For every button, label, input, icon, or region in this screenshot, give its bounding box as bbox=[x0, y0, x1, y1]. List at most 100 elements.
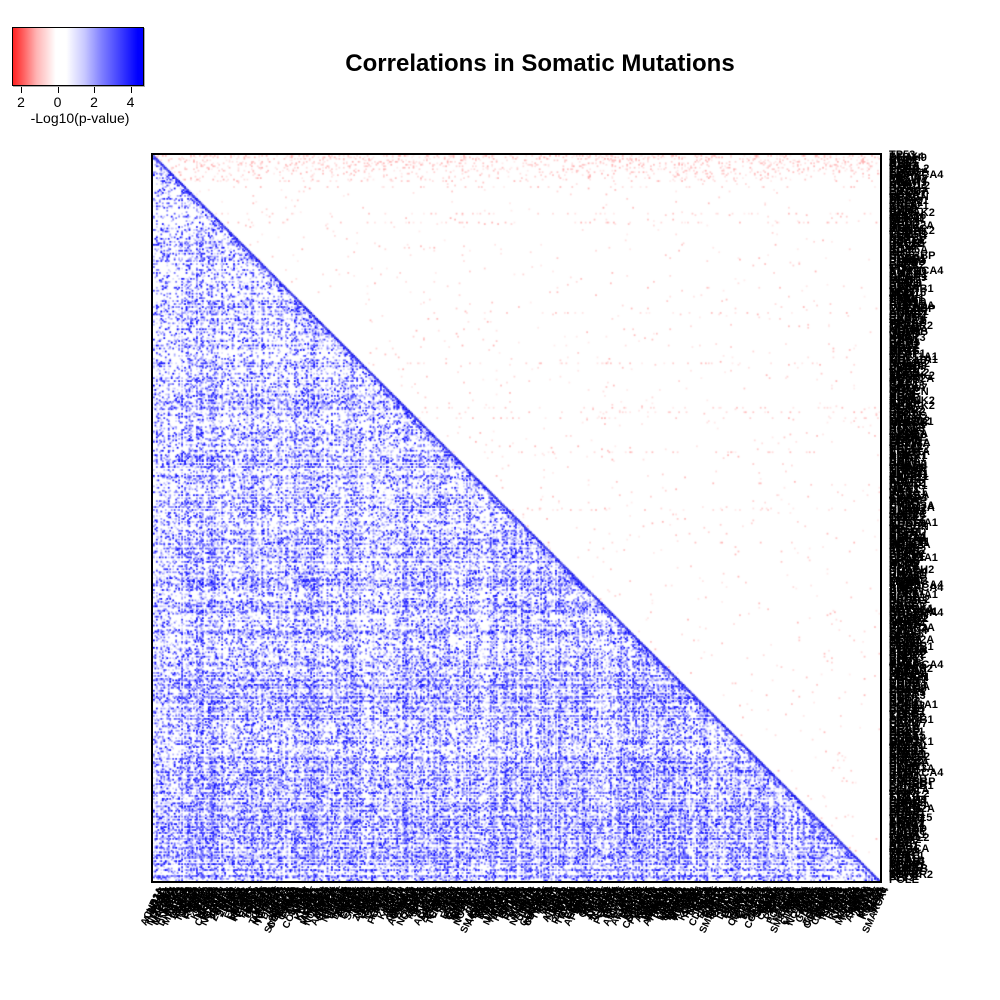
row-gene-label: BRAF bbox=[889, 346, 920, 359]
row-gene-label: ATRX bbox=[889, 738, 919, 751]
row-gene-label: TRPS1 bbox=[889, 741, 925, 754]
row-gene-label: RPL22 bbox=[889, 238, 924, 251]
row-gene-label: SYNE1 bbox=[889, 821, 926, 834]
row-gene-label: MUC5B bbox=[889, 325, 929, 338]
row-gene-label: MET bbox=[889, 341, 913, 354]
row-gene-label: EPHA5 bbox=[889, 533, 926, 545]
row-gene-label: RYR2 bbox=[889, 764, 918, 777]
row-gene-label: CREBBP bbox=[889, 776, 936, 788]
row-gene-label: RB1 bbox=[889, 333, 912, 345]
row-gene-label: MET bbox=[889, 401, 913, 414]
row-gene-label: STK11 bbox=[889, 393, 923, 406]
row-gene-label: KDM6A bbox=[889, 669, 929, 682]
row-gene-label: NPM1 bbox=[889, 288, 920, 301]
row-gene-label: SYNE1 bbox=[889, 429, 926, 442]
row-gene-label: TCF7L2 bbox=[889, 162, 930, 175]
row-gene-label: NCOR1 bbox=[889, 270, 928, 283]
row-gene-label: AMER1 bbox=[889, 450, 928, 462]
row-gene-label: DAXX bbox=[889, 281, 920, 294]
row-gene-label: ADM bbox=[889, 242, 915, 255]
row-gene-label: COL11A1 bbox=[889, 589, 938, 602]
row-gene-label: PTPRD bbox=[889, 472, 927, 485]
row-gene-label: RET bbox=[889, 158, 911, 171]
row-gene-label: POLE bbox=[889, 704, 919, 717]
row-gene-label: FLT3 bbox=[889, 827, 915, 840]
row-gene-label: ASXL1 bbox=[889, 291, 925, 304]
row-gene-label: OBSCN bbox=[889, 608, 929, 621]
row-gene-label: FOXA1 bbox=[889, 213, 926, 225]
row-gene-label: MUC4 bbox=[889, 214, 921, 227]
row-gene-label: PTPRD bbox=[889, 295, 927, 308]
row-gene-label: MUC4 bbox=[889, 617, 921, 630]
row-gene-label: RAC1 bbox=[889, 335, 919, 348]
row-gene-label: CIC bbox=[889, 174, 908, 187]
row-gene-label: DAXX bbox=[889, 187, 920, 200]
row-gene-label: SPTA1 bbox=[889, 211, 924, 224]
row-gene-label: RYR3 bbox=[889, 694, 918, 707]
colorbar-tick-label: 4 bbox=[126, 94, 135, 110]
row-gene-label: KEAP1 bbox=[889, 660, 926, 673]
row-gene-label: PGM5 bbox=[889, 752, 921, 765]
row-gene-label: FBXW7 bbox=[889, 172, 928, 185]
row-gene-label: NFE2L2 bbox=[889, 180, 930, 193]
row-gene-label: FLT3 bbox=[889, 598, 915, 611]
row-gene-label: FUBP1 bbox=[889, 808, 926, 821]
row-gene-label: EP300 bbox=[889, 636, 923, 649]
row-gene-label: ATRX bbox=[889, 383, 919, 396]
row-gene-label: MSH6 bbox=[889, 576, 920, 588]
row-gene-label: ZFHX4 bbox=[889, 361, 924, 374]
row-gene-label: FOXA1 bbox=[889, 820, 926, 833]
row-gene-label: RYR3 bbox=[889, 759, 918, 772]
row-gene-label: ERBB4 bbox=[889, 312, 927, 325]
row-gene-label: WT1 bbox=[889, 487, 913, 500]
row-gene-label: FOXA1 bbox=[889, 706, 926, 719]
row-gene-label: FLT3 bbox=[889, 716, 915, 729]
row-gene-label: SOX9 bbox=[889, 464, 919, 477]
row-gene-label: IDH1 bbox=[889, 543, 915, 556]
row-gene-label: CTNNB1 bbox=[889, 780, 934, 793]
row-gene-label: DAXX bbox=[889, 161, 920, 174]
row-gene-label: IDH2 bbox=[889, 396, 915, 409]
row-gene-label: RAC1 bbox=[889, 374, 919, 387]
row-gene-label: NPM1 bbox=[889, 675, 920, 688]
colorbar-axis-label: -Log10(p-value) bbox=[30, 110, 130, 126]
row-gene-label: ZFHX3 bbox=[889, 371, 924, 384]
row-gene-label: KDM6A bbox=[889, 244, 929, 257]
colorbar-tick-mark bbox=[130, 87, 132, 93]
row-gene-label: ATRX bbox=[889, 155, 919, 168]
row-gene-label: DNAH9 bbox=[889, 359, 927, 372]
row-gene-label: PIK3CA bbox=[889, 488, 930, 501]
row-gene-label: MUC4 bbox=[889, 804, 921, 817]
row-gene-label: SMAD4 bbox=[889, 624, 928, 637]
row-gene-label: TCF7L2 bbox=[889, 787, 930, 800]
row-gene-label: UHRF1 bbox=[889, 418, 926, 431]
row-gene-label: STK11 bbox=[889, 549, 923, 562]
row-gene-label: TP53 bbox=[889, 847, 916, 860]
row-gene-label: FLG bbox=[889, 247, 911, 259]
row-gene-label: UHRF1 bbox=[889, 513, 926, 526]
row-gene-label: ATRX bbox=[889, 343, 919, 356]
row-gene-label: OBSCN bbox=[889, 190, 929, 203]
row-gene-label: SETD2 bbox=[889, 404, 925, 417]
row-gene-label: ACVR2A bbox=[889, 373, 935, 385]
row-gene-label: FUBP1 bbox=[889, 667, 926, 680]
row-gene-label: MEN1 bbox=[889, 666, 920, 679]
row-gene-label: GRM8 bbox=[889, 433, 921, 446]
row-gene-label: PGM5 bbox=[889, 337, 921, 350]
row-gene-label: EP300 bbox=[889, 278, 923, 291]
row-gene-label: TET2 bbox=[889, 522, 916, 535]
row-gene-label: TTN bbox=[889, 515, 911, 528]
row-gene-label: SMARCA4 bbox=[889, 767, 944, 780]
row-gene-label: BAP1 bbox=[889, 378, 919, 391]
row-gene-label: SOX9 bbox=[889, 861, 919, 874]
row-gene-label: ANK2 bbox=[889, 338, 919, 351]
row-gene-label: TP53 bbox=[889, 149, 916, 162]
row-gene-label: MAP3K1 bbox=[889, 415, 934, 428]
row-gene-label: ACVR2A bbox=[889, 220, 935, 233]
row-gene-label: VHL bbox=[889, 208, 911, 221]
row-gene-label: USH2A bbox=[889, 618, 927, 631]
row-gene-label: PHF6 bbox=[889, 257, 918, 270]
row-gene-label: NF1 bbox=[889, 590, 910, 603]
row-gene-label: CDKN2A bbox=[889, 501, 935, 514]
row-gene-label: UBR5 bbox=[889, 587, 919, 600]
